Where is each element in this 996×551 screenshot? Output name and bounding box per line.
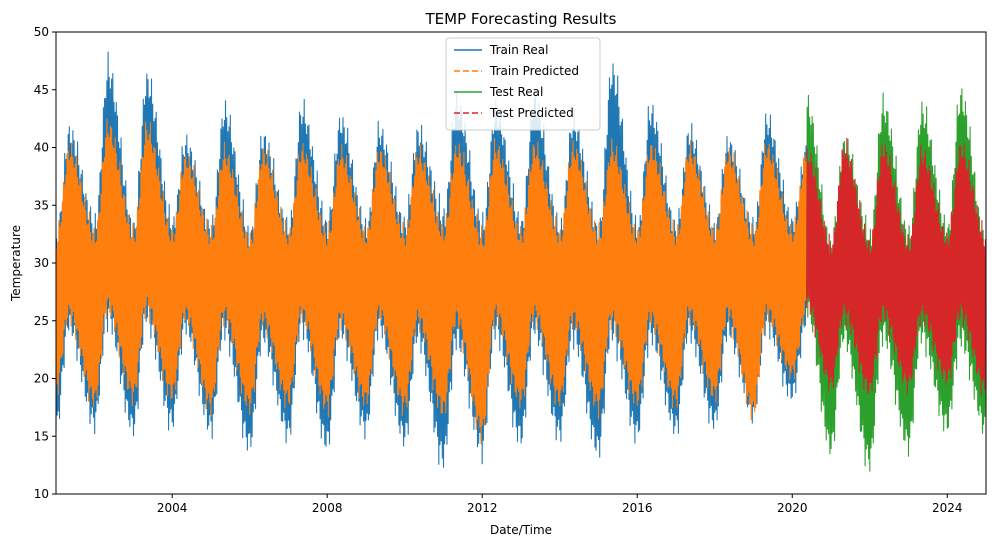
chart-title: TEMP Forecasting Results — [425, 10, 617, 28]
legend-label: Test Real — [489, 85, 543, 99]
y-tick-label: 15 — [34, 429, 49, 443]
x-tick-label: 2024 — [932, 501, 963, 515]
y-tick-label: 20 — [34, 372, 49, 386]
x-tick-label: 2004 — [157, 501, 188, 515]
x-tick-label: 2012 — [467, 501, 498, 515]
y-tick-label: 35 — [34, 198, 49, 212]
x-axis: 2004 2008 2012 2016 2020 2024 — [157, 494, 963, 515]
y-tick-label: 40 — [34, 141, 49, 155]
y-tick-label: 10 — [34, 487, 49, 501]
x-tick-label: 2020 — [777, 501, 808, 515]
series-line-3 — [806, 137, 987, 396]
y-tick-label: 45 — [34, 83, 49, 97]
series-line-1 — [55, 118, 808, 445]
x-axis-label: Date/Time — [490, 523, 552, 537]
y-axis: 10 15 20 25 30 35 40 45 50 — [34, 25, 56, 501]
legend-box — [445, 37, 601, 131]
x-tick-label: 2008 — [312, 501, 343, 515]
plot-area — [55, 51, 987, 472]
y-tick-label: 25 — [34, 314, 49, 328]
x-tick-label: 2016 — [622, 501, 653, 515]
y-tick-label: 50 — [34, 25, 49, 39]
legend-label: Test Predicted — [489, 106, 574, 120]
legend: Train Real Train Predicted Test Real Test P… — [445, 37, 601, 131]
y-tick-label: 30 — [34, 256, 49, 270]
y-axis-label: Temperature — [9, 225, 23, 302]
legend-label: Train Predicted — [489, 64, 579, 78]
legend-label: Train Real — [489, 43, 548, 57]
